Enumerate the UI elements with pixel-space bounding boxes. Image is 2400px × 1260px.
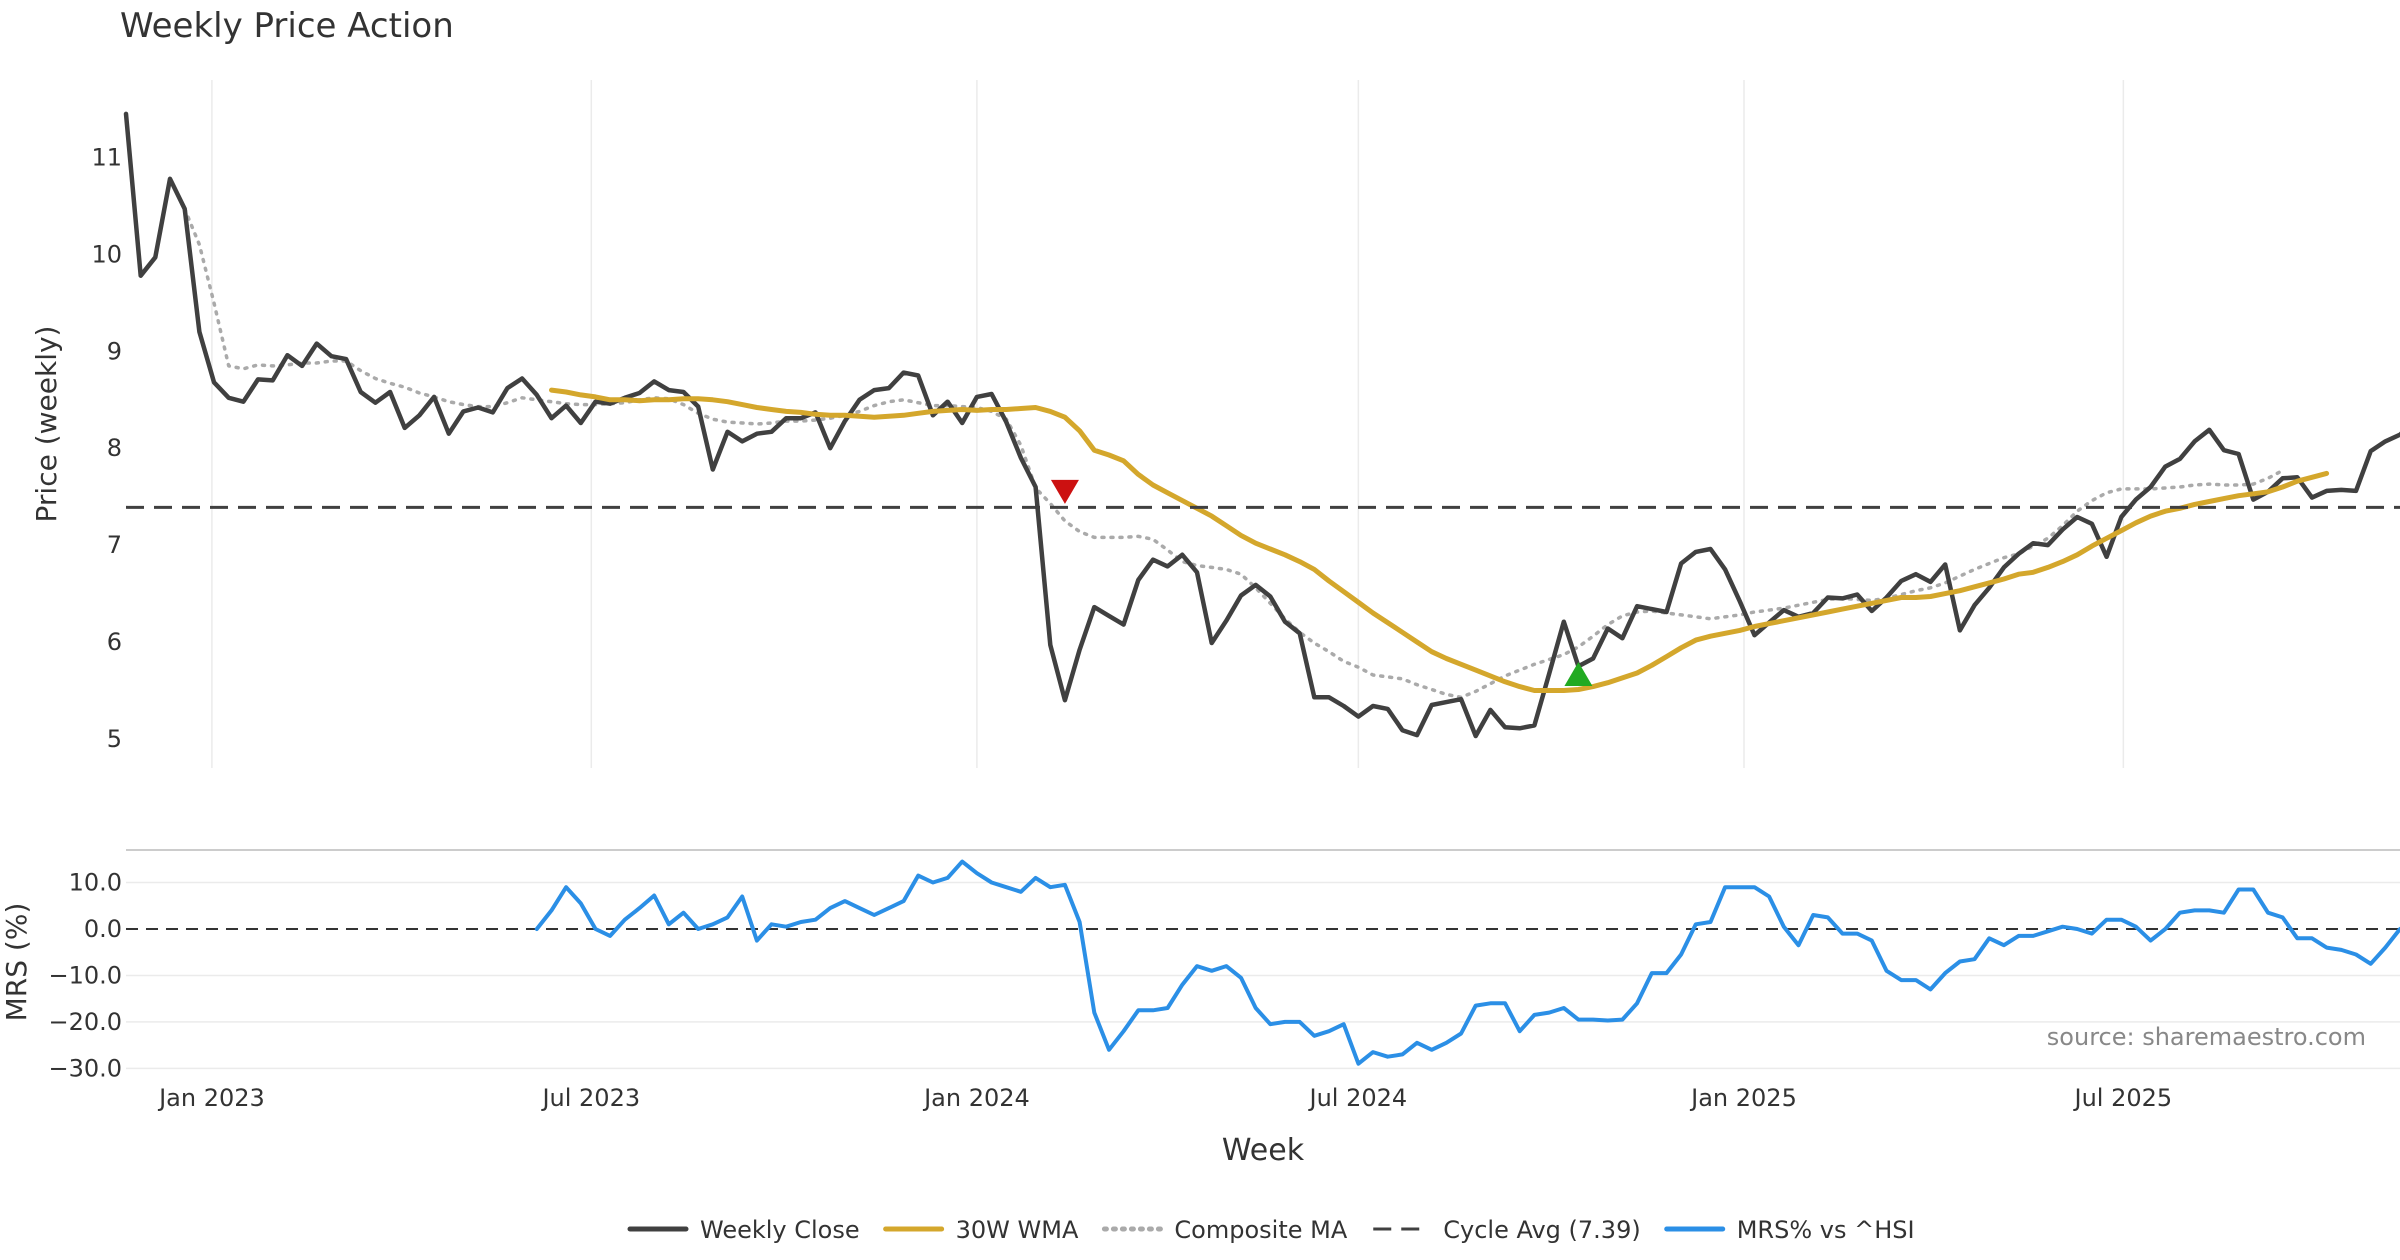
sell-signal-marker (1050, 479, 1079, 504)
legend-label: Cycle Avg (7.39) (1443, 1216, 1640, 1244)
mrs-ytick-label: −10.0 (48, 961, 122, 989)
legend-label: MRS% vs ^HSI (1737, 1216, 1915, 1244)
series-composite-line (182, 207, 2285, 700)
series-close-line (123, 111, 2400, 739)
legend-item: Cycle Avg (7.39) (1373, 1216, 1641, 1244)
legend-label: Weekly Close (700, 1216, 860, 1244)
legend-label: 30W WMA (956, 1216, 1079, 1244)
buy-signal-marker (1564, 662, 1593, 687)
price-y-axis-label: Price (weekly) (30, 326, 63, 523)
price-ytick-label: 7 (107, 531, 122, 559)
legend-item: Weekly Close (627, 1216, 860, 1244)
price-ytick-label: 10 (91, 240, 122, 268)
x-tick-label: Jan 2025 (1689, 1084, 1797, 1112)
series-mrs-line (534, 859, 2400, 1066)
chart-title: Weekly Price Action (120, 6, 454, 46)
price-ytick-label: 6 (107, 628, 122, 656)
x-tick-label: Jul 2023 (540, 1084, 640, 1112)
mrs-ytick-label: 10.0 (69, 869, 122, 897)
price-ytick-label: 9 (107, 337, 122, 365)
price-ytick-label: 5 (107, 725, 122, 753)
price-ytick-label: 11 (91, 144, 122, 172)
source-note: source: sharemaestro.com (2047, 1023, 2366, 1051)
legend-item: 30W WMA (883, 1216, 1079, 1244)
x-tick-label: Jan 2023 (157, 1084, 265, 1112)
x-tick-label: Jul 2025 (2073, 1084, 2173, 1112)
legend-item: Composite MA (1101, 1216, 1348, 1244)
legend-item: MRS% vs ^HSI (1664, 1216, 1915, 1244)
price-ytick-label: 8 (107, 434, 122, 462)
mrs-ytick-label: −20.0 (48, 1008, 122, 1036)
legend-label: Composite MA (1174, 1216, 1347, 1244)
mrs-ytick-label: 0.0 (84, 915, 122, 943)
mrs-y-axis-label: MRS (%) (0, 903, 33, 1022)
mrs-ytick-label: −30.0 (48, 1054, 122, 1082)
x-tick-label: Jul 2024 (1308, 1084, 1408, 1112)
x-tick-label: Jan 2024 (922, 1084, 1030, 1112)
series-wma-line (549, 387, 2330, 693)
x-axis-label: Week (1222, 1133, 1305, 1168)
